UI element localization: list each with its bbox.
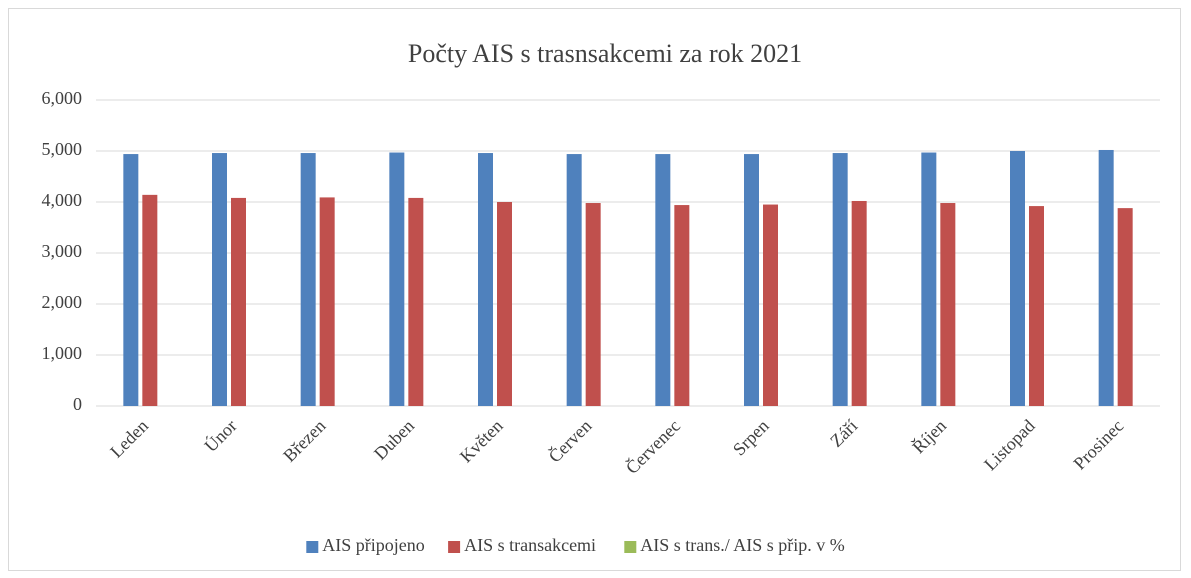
bar xyxy=(1010,151,1025,406)
bar xyxy=(478,153,493,406)
legend-swatch xyxy=(448,541,461,553)
bar xyxy=(655,154,671,406)
bar xyxy=(1029,206,1044,406)
bar xyxy=(123,154,139,406)
bar xyxy=(142,194,158,406)
y-tick-label: 5,000 xyxy=(42,139,83,159)
y-tick-label: 2,000 xyxy=(42,292,83,312)
bar xyxy=(921,152,937,406)
legend-swatch xyxy=(306,541,319,553)
y-tick-label: 0 xyxy=(73,394,82,414)
y-tick-label: 4,000 xyxy=(42,190,83,210)
y-tick-label: 3,000 xyxy=(42,241,83,261)
bar xyxy=(319,197,335,406)
bar xyxy=(389,152,405,406)
bar xyxy=(1098,149,1114,407)
bar xyxy=(408,197,424,406)
bar xyxy=(212,153,227,406)
bar xyxy=(566,154,582,406)
bar xyxy=(231,197,246,406)
y-tick-label: 6,000 xyxy=(42,88,83,108)
bar xyxy=(940,203,956,406)
chart-title: Počty AIS s trasnsakcemi za rok 2021 xyxy=(408,39,802,68)
legend-label: AIS s transakcemi xyxy=(464,535,596,555)
bar xyxy=(763,204,778,406)
bar xyxy=(832,153,848,406)
bar xyxy=(300,153,316,406)
y-tick-label: 1,000 xyxy=(42,343,83,363)
legend-swatch xyxy=(624,541,637,553)
bar xyxy=(585,203,601,406)
bar xyxy=(674,205,690,406)
bar xyxy=(744,154,759,406)
bar xyxy=(497,202,512,406)
bar xyxy=(1117,208,1133,406)
legend-label: AIS připojeno xyxy=(322,535,425,555)
legend-label: AIS s trans./ AIS s přip. v % xyxy=(640,535,845,555)
bar xyxy=(851,200,867,406)
